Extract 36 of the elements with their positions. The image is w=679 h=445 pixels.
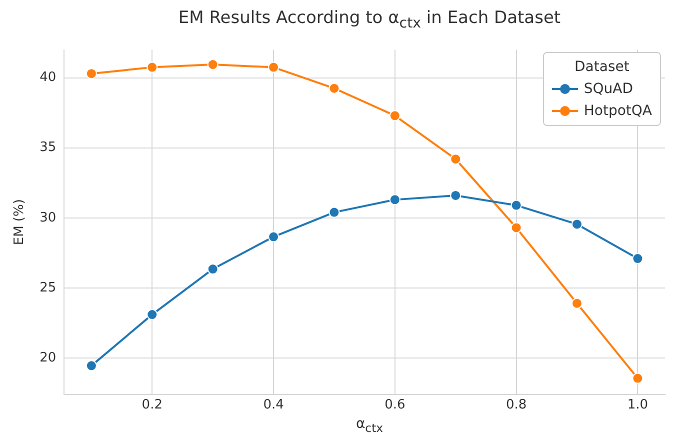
point <box>207 59 218 70</box>
x-tick-label: 1.0 <box>627 398 648 413</box>
point <box>389 110 400 122</box>
point <box>268 62 280 73</box>
point <box>328 82 340 94</box>
x-tick-label: 0.4 <box>263 398 284 413</box>
point <box>207 264 218 275</box>
point <box>571 298 582 309</box>
point <box>510 222 522 234</box>
point <box>146 309 158 320</box>
point <box>328 206 340 218</box>
point <box>389 194 400 206</box>
point <box>510 200 522 211</box>
point <box>146 62 158 73</box>
point <box>450 154 462 165</box>
point <box>571 218 582 230</box>
legend-title: Dataset <box>574 58 630 77</box>
legend-label: SQuAD <box>584 80 634 99</box>
point <box>632 372 644 384</box>
point <box>450 190 462 201</box>
x-axis-title: α$_{ctx}$ <box>354 416 384 435</box>
legend-label: HotpotQA <box>584 102 652 121</box>
x-tick-label: 0.2 <box>142 398 162 413</box>
x-tick-label: 0.6 <box>384 398 406 413</box>
y-tick-label: 25 <box>40 280 56 296</box>
y-tick-label: 20 <box>40 350 56 366</box>
y-tick-label: 40 <box>40 70 56 86</box>
point <box>632 253 644 264</box>
chart-title: EM Results According to α$_{ctx}$ in Each Dataset <box>177 8 562 34</box>
y-tick-label: 35 <box>40 140 56 156</box>
point <box>268 231 280 242</box>
point <box>86 360 97 372</box>
point <box>86 68 97 80</box>
y-tick-label: 30 <box>40 210 56 226</box>
y-axis-title: EM (%) <box>12 199 28 246</box>
x-tick-label: 0.8 <box>506 398 527 413</box>
